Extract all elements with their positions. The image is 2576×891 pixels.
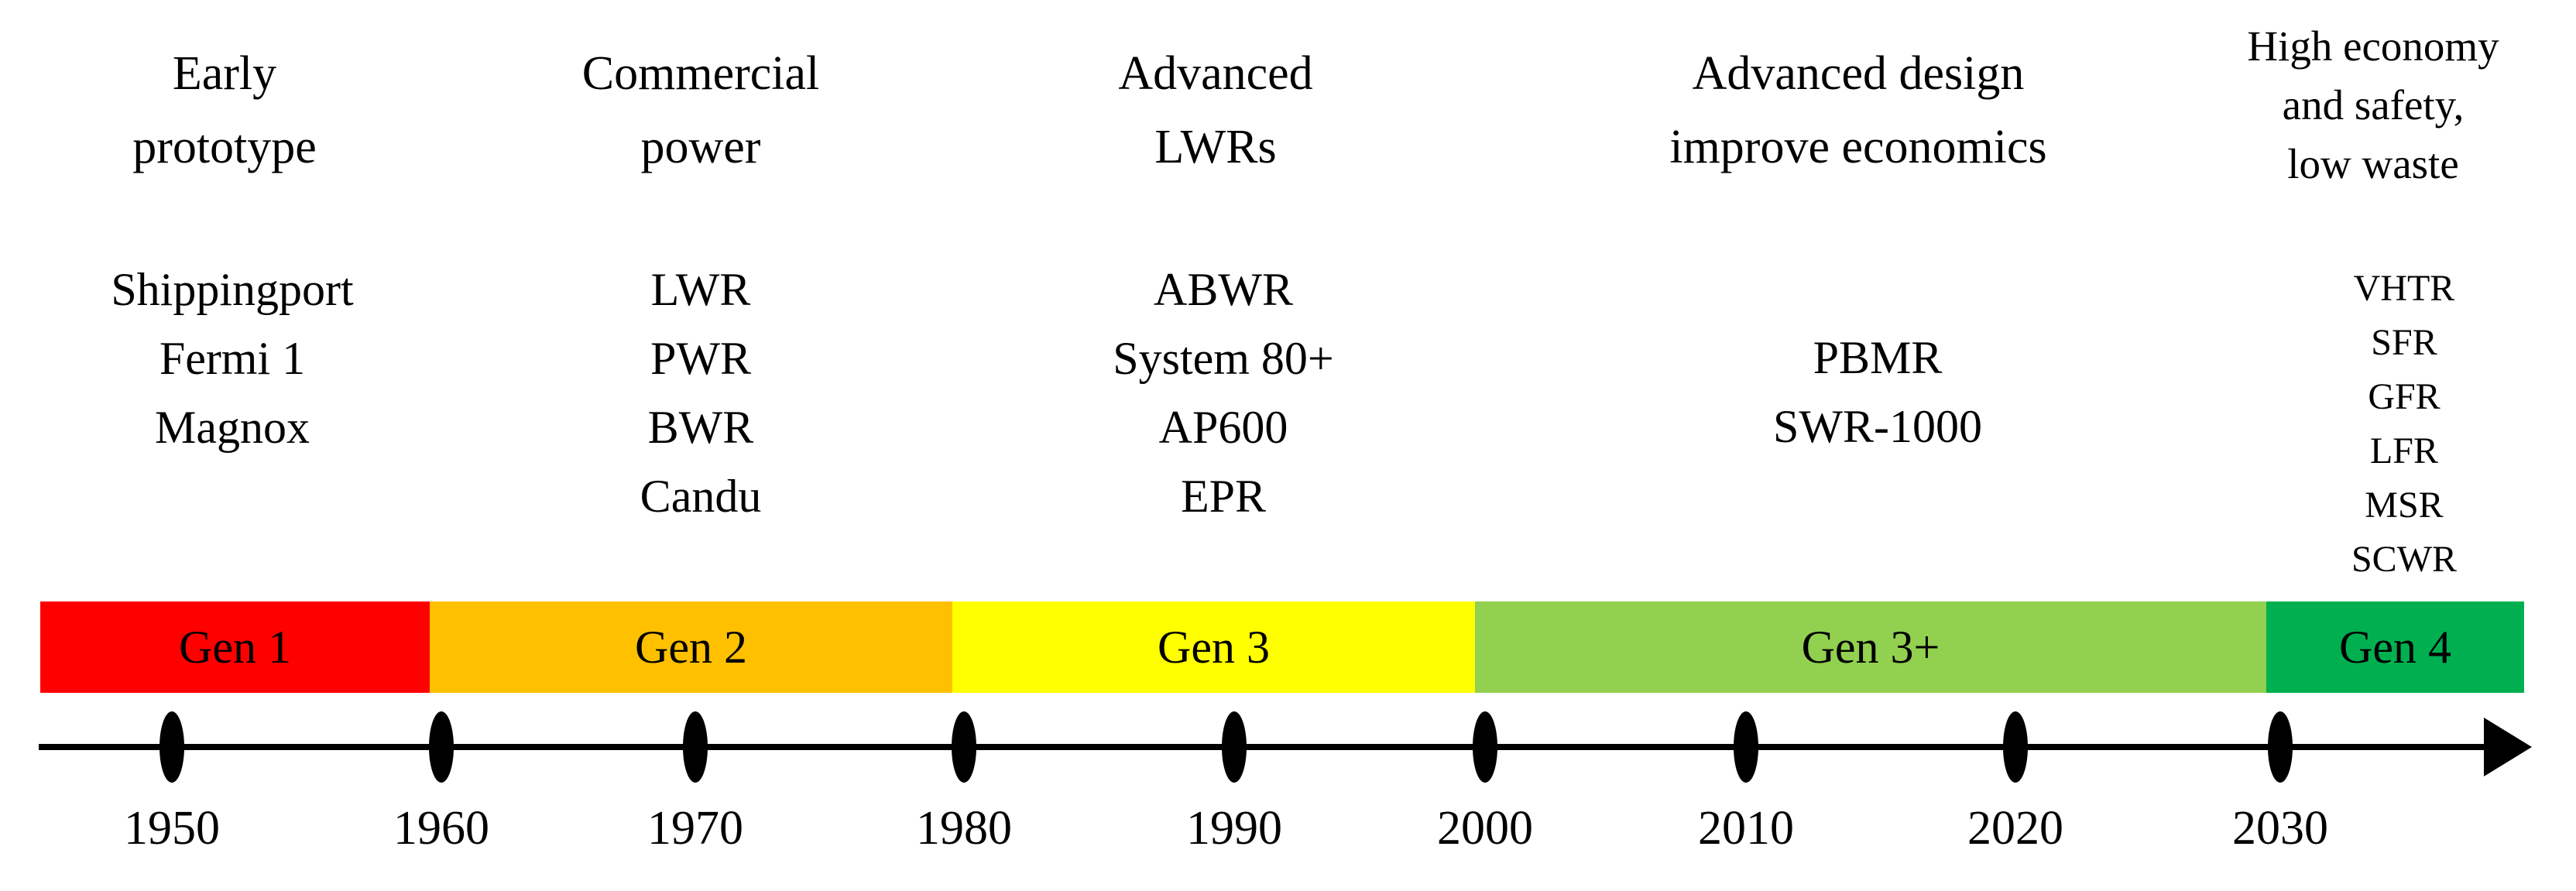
era-header-advanced-design: Advanced design improve economics [1510, 37, 2207, 184]
year-label: 1980 [916, 802, 1012, 855]
reactor-name: EPR [1180, 471, 1267, 522]
era-header-early-prototype: Early prototype [31, 37, 418, 184]
era-header-line: Advanced [1118, 47, 1313, 100]
era-header-line: low waste [2287, 140, 2459, 187]
timeline-dot-1970 [683, 711, 708, 783]
gen4-label: Gen 4 [2339, 621, 2451, 673]
year-label: 2010 [1698, 802, 1794, 855]
timeline-dot-2000 [1473, 711, 1497, 783]
reactor-name: LFR [2369, 430, 2439, 471]
gen3-segment: Gen 3 [952, 601, 1475, 693]
timeline-dot-2020 [2003, 711, 2028, 783]
timeline-dot-1980 [952, 711, 976, 783]
reactor-name: SWR-1000 [1773, 401, 1982, 452]
year-label: 2030 [2232, 802, 2328, 855]
reactor-name: BWR [647, 402, 754, 453]
reactor-name: PWR [650, 333, 752, 384]
timeline-dot-1960 [429, 711, 454, 783]
reactor-name: GFR [2368, 376, 2441, 417]
gen3plus-label: Gen 3+ [1801, 621, 1940, 673]
gen3-label: Gen 3 [1158, 621, 1270, 673]
reactor-name: MSR [2365, 485, 2444, 526]
year-label: 2000 [1437, 802, 1533, 855]
reactor-name: Candu [640, 471, 762, 522]
reactor-name: Fermi 1 [159, 333, 306, 384]
reactor-name: LWR [650, 264, 751, 315]
year-label: 1950 [124, 802, 220, 855]
timeline-axis [39, 744, 2493, 750]
gen2-label: Gen 2 [635, 621, 747, 673]
reactor-name: VHTR [2353, 268, 2455, 309]
reactor-list-gen3plus: PBMR SWR-1000 [1684, 324, 2071, 461]
era-header-line: and safety, [2282, 81, 2465, 129]
gen1-segment: Gen 1 [40, 601, 430, 693]
era-header-line: Advanced design [1692, 47, 2025, 100]
gen1-label: Gen 1 [179, 621, 291, 673]
gen3plus-segment: Gen 3+ [1475, 601, 2266, 693]
timeline-dot-1950 [159, 711, 184, 783]
year-label: 1960 [393, 802, 489, 855]
year-label: 1990 [1186, 802, 1282, 855]
timeline-dot-2030 [2268, 711, 2293, 783]
reactor-name: SFR [2371, 322, 2437, 363]
reactor-name: AP600 [1158, 402, 1288, 453]
reactor-name: Magnox [155, 402, 310, 453]
reactor-name: System 80+ [1113, 333, 1334, 384]
era-header-line: Commercial [581, 47, 820, 100]
reactor-list-gen1: Shippingport Fermi 1 Magnox [39, 255, 426, 462]
timeline-dot-2010 [1734, 711, 1758, 783]
gen2-segment: Gen 2 [430, 601, 952, 693]
era-header-line: Early [172, 47, 277, 100]
reactor-name: SCWR [2351, 539, 2458, 580]
reactor-name: PBMR [1813, 332, 1943, 383]
era-header-line: prototype [132, 121, 317, 173]
era-header-line: power [640, 121, 761, 173]
reactor-name: Shippingport [111, 264, 354, 315]
era-header-line: LWRs [1154, 121, 1277, 173]
era-header-line: improve economics [1669, 121, 2047, 173]
timeline-arrowhead-icon [2484, 718, 2532, 776]
year-label: 1970 [647, 802, 743, 855]
era-header-advanced-lwrs: Advanced LWRs [1022, 37, 1409, 184]
reactor-name: ABWR [1154, 264, 1293, 315]
reactor-list-gen4: VHTR SFR GFR LFR MSR SCWR [2249, 262, 2559, 587]
year-label: 2020 [1967, 802, 2063, 855]
gen4-segment: Gen 4 [2266, 601, 2524, 693]
timeline-dot-1990 [1222, 711, 1247, 783]
era-header-commercial-power: Commercial power [507, 37, 894, 184]
reactor-list-gen2: LWR PWR BWR Candu [507, 255, 894, 531]
reactor-list-gen3: ABWR System 80+ AP600 EPR [1030, 255, 1417, 531]
era-header-line: High economy [2247, 22, 2499, 70]
era-header-high-economy: High economy and safety, low waste [2141, 17, 2576, 194]
